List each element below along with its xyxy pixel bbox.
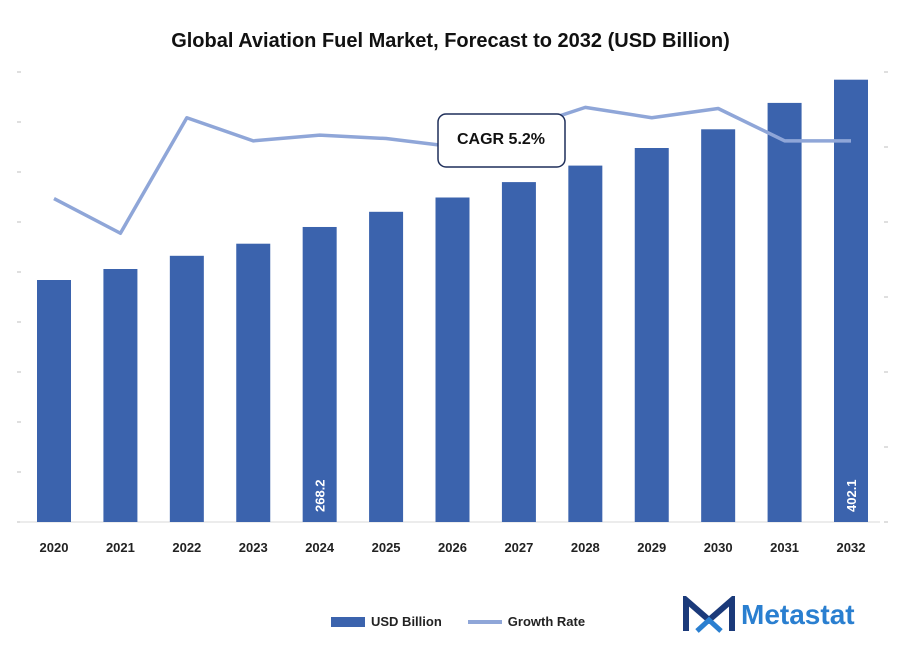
legend-line-label: Growth Rate xyxy=(507,614,586,629)
bar-2020 xyxy=(37,280,71,522)
bar-2024 xyxy=(302,226,337,523)
right-axis-ticks xyxy=(884,71,888,523)
x-tick-label: 2031 xyxy=(770,540,799,555)
bar-2030 xyxy=(701,129,736,523)
legend-item-line: Growth Rate xyxy=(467,614,586,629)
x-tick-label: 2024 xyxy=(305,540,335,555)
bar-2023 xyxy=(236,243,271,522)
legend: USD Billion Growth Rate xyxy=(331,614,611,629)
bar-2031 xyxy=(767,102,802,523)
bar-2025 xyxy=(369,211,404,523)
brand-logo: Metastat xyxy=(683,596,855,634)
bar-value-label: 402.1 xyxy=(844,479,859,512)
legend-line-swatch xyxy=(467,619,502,624)
bar-2026 xyxy=(435,197,470,522)
legend-bar-swatch xyxy=(331,616,365,627)
x-tick-label: 2022 xyxy=(172,540,201,555)
bar-2032 xyxy=(834,79,868,522)
bar-2029 xyxy=(634,148,669,522)
x-tick-label: 2028 xyxy=(571,540,600,555)
bar-value-label: 268.2 xyxy=(313,479,328,512)
legend-item-bar: USD Billion xyxy=(331,614,442,629)
bar-2027 xyxy=(501,182,536,522)
x-tick-label: 2023 xyxy=(239,540,268,555)
cagr-text: CAGR 5.2% xyxy=(457,131,545,148)
x-tick-label: 2026 xyxy=(438,540,467,555)
cagr-callout: CAGR 5.2% xyxy=(437,113,566,168)
x-tick-label: 2027 xyxy=(504,540,533,555)
x-tick-label: 2021 xyxy=(106,540,135,555)
chart-title: Global Aviation Fuel Market, Forecast to… xyxy=(171,30,730,52)
chart-canvas: 268.2 402.1 2020 2021 2022 2023 2024 2025 2026 2… xyxy=(17,71,888,555)
bar-series xyxy=(37,79,868,523)
x-tick-label: 2032 xyxy=(837,540,866,555)
bar-2028 xyxy=(568,165,603,522)
bar-2022 xyxy=(169,255,204,523)
x-tick-label: 2030 xyxy=(704,540,733,555)
cagr-box xyxy=(437,113,566,168)
x-tick-label: 2025 xyxy=(372,540,401,555)
brand-name: Metastat xyxy=(741,599,855,630)
legend-bar-label: USD Billion xyxy=(371,614,442,629)
bar-2021 xyxy=(103,269,138,522)
x-axis-tick-labels: 2020 2021 2022 2023 2024 2025 2026 2027 2028 2029… xyxy=(40,540,866,555)
left-axis-ticks xyxy=(17,71,21,523)
bar-data-labels: 268.2 402.1 xyxy=(313,479,859,512)
x-tick-label: 2029 xyxy=(637,540,666,555)
x-tick-label: 2020 xyxy=(40,540,69,555)
metastat-logo-icon xyxy=(683,596,735,633)
